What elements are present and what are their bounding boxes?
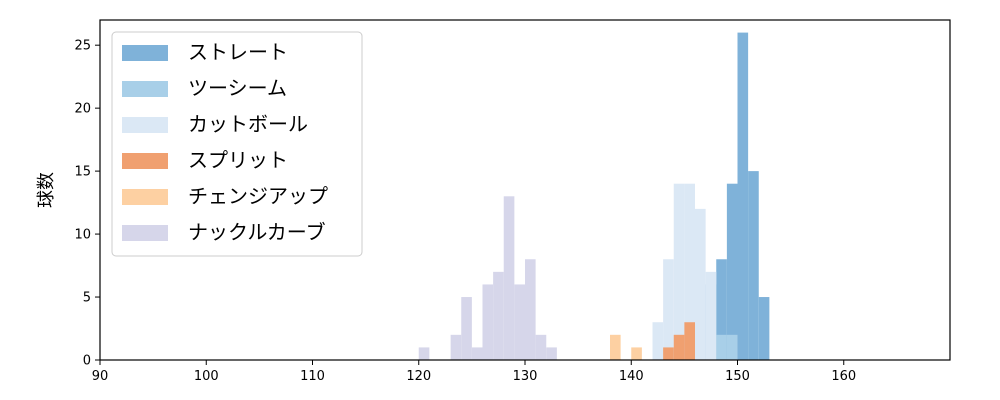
bar: [695, 208, 706, 360]
x-tick-label: 100: [194, 369, 219, 384]
bars-layer: [418, 32, 770, 361]
bar: [525, 259, 536, 360]
x-tick-label: 160: [831, 369, 856, 384]
bar: [748, 171, 759, 360]
bar: [610, 334, 621, 360]
x-tick-label: 150: [725, 369, 750, 384]
legend-label: ストレート: [188, 40, 288, 64]
y-axis: 0 5 10 15 20 25: [74, 39, 100, 369]
bar: [493, 271, 504, 360]
bar: [705, 271, 717, 360]
bar: [418, 347, 430, 360]
y-tick-label: 0: [83, 354, 91, 369]
series-4: [610, 334, 642, 360]
bar: [726, 183, 738, 360]
x-tick-label: 120: [406, 369, 431, 384]
series-5: [418, 196, 557, 360]
bar: [716, 334, 727, 360]
x-tick-label: 130: [513, 369, 538, 384]
bar: [716, 259, 727, 360]
legend-swatch: [122, 225, 168, 241]
legend-swatch: [122, 153, 168, 169]
legend-label: スプリット: [188, 148, 288, 172]
bar: [684, 322, 695, 360]
x-axis: 90 100 110 120 130 140 150 160: [92, 360, 856, 384]
legend-label: ツーシーム: [188, 76, 287, 100]
x-tick-label: 110: [300, 369, 325, 384]
series-3: [663, 322, 695, 360]
bar: [663, 347, 674, 360]
y-tick-label: 10: [74, 228, 91, 243]
x-tick-label: 90: [92, 369, 109, 384]
y-axis-label: 球数: [36, 172, 57, 208]
legend-label: ナックルカーブ: [188, 220, 326, 244]
y-tick-label: 15: [74, 165, 91, 180]
bar: [726, 334, 738, 360]
bar: [503, 196, 515, 360]
bar: [631, 347, 642, 360]
legend-swatch: [122, 189, 168, 205]
legend-swatch: [122, 81, 168, 97]
bar: [663, 259, 674, 360]
bar: [758, 297, 770, 360]
x-tick-label: 140: [619, 369, 644, 384]
legend-label: カットボール: [188, 112, 308, 136]
bar: [450, 334, 462, 360]
legend-swatch: [122, 117, 168, 133]
bar: [461, 297, 472, 360]
series-2: [652, 183, 717, 360]
bar: [684, 183, 695, 360]
bar: [535, 334, 547, 360]
legend-label: チェンジアップ: [188, 184, 328, 208]
bar: [482, 284, 494, 360]
y-tick-label: 20: [74, 102, 91, 117]
y-tick-label: 5: [83, 291, 91, 306]
legend-box: [111, 31, 363, 257]
bar: [471, 347, 483, 360]
bar: [514, 284, 525, 360]
y-tick-label: 25: [74, 39, 91, 54]
bar: [673, 183, 685, 360]
bar: [652, 322, 664, 360]
legend-swatch: [122, 45, 168, 61]
bar: [546, 347, 557, 360]
bar: [673, 334, 685, 360]
bar: [737, 32, 749, 361]
